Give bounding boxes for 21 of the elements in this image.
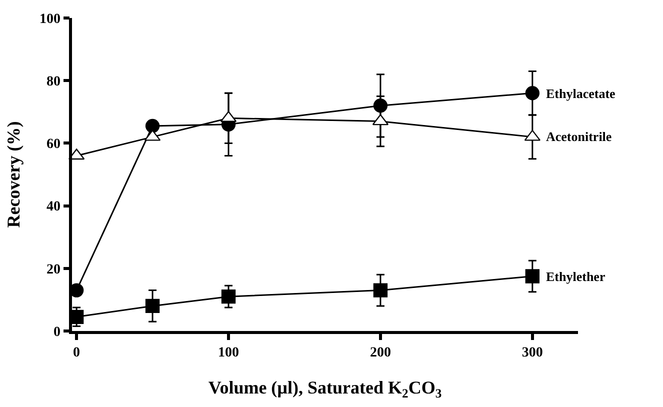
point xyxy=(145,118,160,134)
y-tick-label: 80 xyxy=(46,74,60,90)
point xyxy=(525,86,540,100)
point xyxy=(373,283,388,298)
y-tick-label: 100 xyxy=(39,12,60,27)
x-tick-label: 200 xyxy=(370,346,391,361)
y-tick-label: 40 xyxy=(46,200,60,215)
point xyxy=(145,298,160,314)
point xyxy=(525,269,540,284)
y-tick-label: 60 xyxy=(46,137,60,152)
y-tick-label: 0 xyxy=(53,324,60,340)
x-tick-label: 0 xyxy=(73,346,80,361)
point xyxy=(221,289,236,304)
series-label: Ethylacetate xyxy=(546,86,616,101)
y-axis-title: Recovery (%) xyxy=(4,121,24,228)
x-tick-label: 100 xyxy=(218,346,240,361)
series-label: Ethylether xyxy=(546,269,606,284)
x-axis-title: Volume (µl), Saturated K$_{2}$CO$_{3}$ xyxy=(208,378,442,400)
y-tick-label: 20 xyxy=(46,262,60,278)
x-tick-label: 300 xyxy=(522,346,543,361)
series-label: Acetonitrile xyxy=(546,129,612,144)
